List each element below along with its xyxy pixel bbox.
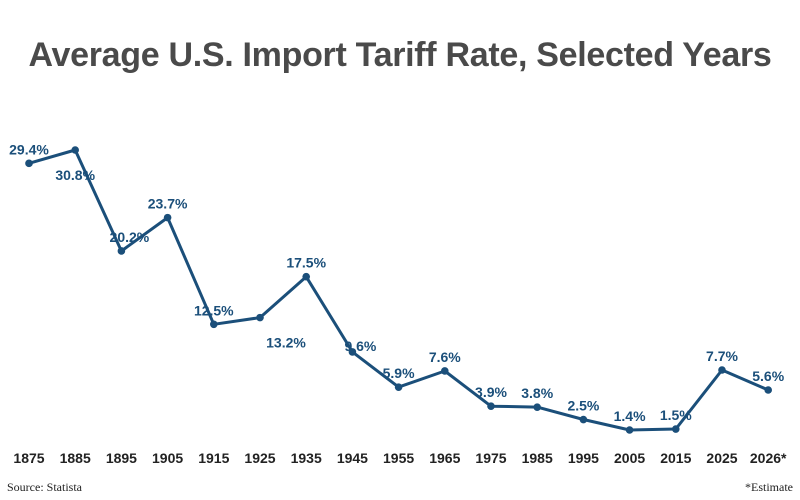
data-point <box>441 367 449 375</box>
data-point <box>394 383 403 391</box>
x-tick-label: 1935 <box>291 450 322 466</box>
x-tick-label: 1875 <box>13 450 44 466</box>
data-label: 29.4% <box>9 141 49 157</box>
data-label: 3.9% <box>475 384 507 400</box>
x-tick-label: 2005 <box>614 450 645 466</box>
x-tick-label: 1895 <box>106 450 137 466</box>
data-label-layer: 29.4% 30.8% 20.2% 23.7% 12.5% 13.2% 17.5% 9.6% 5… <box>9 141 785 424</box>
x-tick-label: 1915 <box>198 450 229 466</box>
data-label: 13.2% <box>266 335 306 351</box>
data-point <box>71 146 79 154</box>
data-label: 1.5% <box>660 407 692 423</box>
x-tick-label: 2026* <box>750 450 787 466</box>
x-tick-label: 2025 <box>706 450 737 466</box>
data-point <box>533 403 541 411</box>
data-label: 7.7% <box>706 348 738 364</box>
x-tick-label: 1995 <box>568 450 599 466</box>
x-tick-label: 1925 <box>244 450 275 466</box>
x-tick-label: 1945 <box>337 450 368 466</box>
data-point <box>210 320 218 329</box>
data-point <box>117 247 126 255</box>
data-point <box>256 313 264 322</box>
data-label: 1.4% <box>614 408 646 424</box>
data-point-layer <box>25 146 772 434</box>
x-tick-label: 1985 <box>522 450 553 466</box>
data-label: 7.6% <box>429 349 461 365</box>
data-label: 30.8% <box>55 167 95 183</box>
x-tick-label: 1885 <box>60 450 91 466</box>
chart-title: Average U.S. Import Tariff Rate, Selecte… <box>28 36 772 74</box>
data-label: 5.6% <box>752 368 784 384</box>
data-label: 2.5% <box>567 398 599 414</box>
source-note: Source: Statista <box>7 480 82 494</box>
data-point <box>764 386 772 394</box>
x-tick-label: 1905 <box>152 450 183 466</box>
data-point <box>718 366 726 374</box>
data-point <box>487 402 495 410</box>
x-tick-label: 1965 <box>429 450 460 466</box>
estimate-note: *Estimate <box>745 480 793 494</box>
x-axis-tick-labels: 1875 1885 1895 1905 1915 1925 1935 1945 1955 1965… <box>13 450 787 466</box>
data-point <box>625 426 634 434</box>
x-tick-label: 2015 <box>660 450 691 466</box>
data-point <box>348 348 357 356</box>
data-label: 5.9% <box>383 365 415 381</box>
data-point <box>672 425 680 433</box>
data-label: 20.2% <box>110 229 150 245</box>
data-point <box>25 159 33 168</box>
data-label: 3.8% <box>521 385 553 401</box>
data-label: 17.5% <box>286 255 326 271</box>
data-point <box>163 213 172 222</box>
data-label: 9.6% <box>344 338 376 354</box>
data-label: 23.7% <box>148 196 188 212</box>
x-tick-label: 1975 <box>475 450 506 466</box>
data-point <box>579 415 588 424</box>
x-tick-label: 1955 <box>383 450 414 466</box>
data-point <box>302 272 311 281</box>
data-label: 12.5% <box>194 302 234 318</box>
